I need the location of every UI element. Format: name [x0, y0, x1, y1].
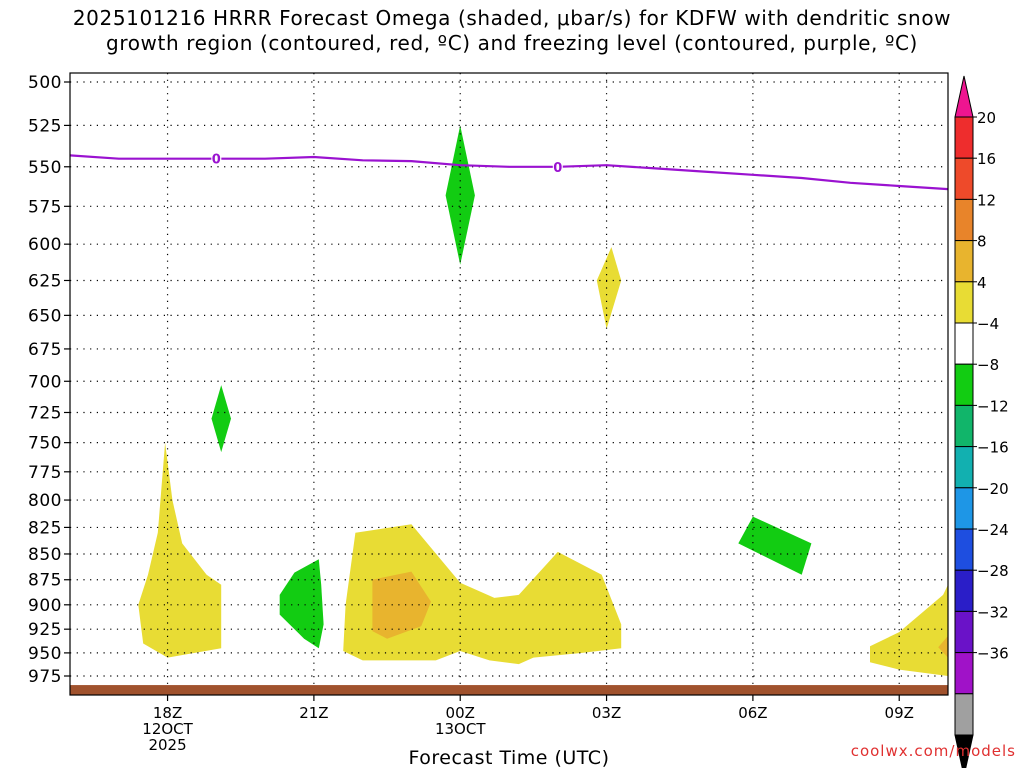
y-tick-label: 800: [28, 491, 62, 511]
omega-region-upward-motion-05z: [738, 516, 812, 575]
colorbar-swatch: [954, 322, 974, 365]
omega-region-upward-motion-19z-midlevel: [211, 385, 231, 453]
y-tick-label: 550: [28, 158, 62, 178]
colorbar-label: −12: [977, 397, 1009, 415]
chart-title-line1: 2025101216 HRRR Forecast Omega (shaded, …: [72, 6, 952, 30]
freezing-level-label: 0: [553, 161, 562, 176]
chart-title-line2: growth region (contoured, red, ºC) and f…: [106, 31, 918, 55]
omega-region-downward-motion-23z-core: [372, 571, 431, 639]
colorbar-swatch: [954, 528, 974, 571]
colorbar-label: −32: [977, 603, 1009, 621]
x-tick-label: 21Z: [299, 704, 328, 722]
x-tick-label: 12OCT: [142, 720, 193, 738]
y-tick-label: 900: [28, 596, 62, 616]
colorbar-swatch: [954, 569, 974, 612]
y-tick-label: 725: [28, 403, 62, 423]
freezing-level-label-bg: [211, 151, 222, 166]
omega-region-downward-motion-10z-core: [938, 635, 948, 658]
x-tick-label: 09Z: [885, 704, 914, 722]
terrain-band: [70, 685, 948, 695]
colorbar-label: 12: [977, 191, 996, 209]
colorbar-label: −20: [977, 480, 1009, 498]
x-tick-label: 2025: [148, 736, 186, 754]
y-tick-label: 850: [28, 545, 62, 565]
y-tick-label: 525: [28, 116, 62, 136]
x-tick-label: 00Z: [446, 704, 475, 722]
freezing-level-layer: 00: [69, 151, 949, 191]
y-tick-label: 975: [28, 667, 62, 687]
site-credit: coolwx.com/models: [850, 742, 1016, 760]
colorbar-label: −4: [977, 315, 999, 333]
colorbar-swatch: [954, 157, 974, 200]
y-tick-label: 875: [28, 571, 62, 591]
colorbar-bottom-arrow: [954, 734, 974, 768]
colorbar-label: 16: [977, 150, 996, 168]
chart-title: 2025101216 HRRR Forecast Omega (shaded, …: [0, 6, 1024, 56]
y-tick-label: 625: [28, 271, 62, 291]
omega-region-downward-motion-18z: [138, 442, 222, 658]
freezing-level-label: 0: [212, 153, 221, 168]
colorbar-label: 4: [977, 274, 987, 292]
colorbar-swatch: [954, 281, 974, 324]
colorbar-label: −28: [977, 562, 1009, 580]
x-tick-label: 03Z: [592, 704, 621, 722]
x-tick-label: 13OCT: [435, 720, 486, 738]
y-tick-label: 950: [28, 644, 62, 664]
colorbar-swatch: [954, 446, 974, 489]
colorbar-label: 20: [977, 109, 996, 127]
x-tick-label: 06Z: [738, 704, 767, 722]
colorbar-swatch: [954, 404, 974, 448]
y-tick-label: 675: [28, 340, 62, 360]
y-tick-label: 500: [28, 73, 62, 93]
colorbar-swatch: [954, 363, 974, 406]
freezing-level-line: [69, 154, 949, 191]
x-axis-title: Forecast Time (UTC): [409, 747, 610, 768]
colorbar-swatch: [954, 487, 974, 530]
y-tick-label: 750: [28, 434, 62, 454]
colorbar-label: −16: [977, 439, 1009, 457]
colorbar: 20 16 12 8 4 −4 −8 −12 −16 −20 −24 −28 −32 −36: [954, 75, 1009, 768]
colorbar-swatch: [954, 610, 974, 654]
y-tick-label: 825: [28, 518, 62, 538]
colorbar-swatch: [954, 652, 974, 695]
y-tick-label: 700: [28, 372, 62, 392]
colorbar-swatch: [954, 198, 974, 242]
colorbar-swatch: [954, 693, 974, 736]
y-tick-label: 575: [28, 197, 62, 217]
y-tick-label: 600: [28, 235, 62, 255]
terrain-layer: [70, 685, 948, 695]
omega-region-downward-motion-03z-midlevel: [596, 247, 622, 329]
omega-region-upward-motion-21z-low: [279, 559, 324, 649]
colorbar-label: −24: [977, 521, 1009, 539]
colorbar-label: −8: [977, 356, 999, 374]
y-tick-label: 925: [28, 620, 62, 640]
colorbar-swatch: [954, 240, 974, 283]
omega-region-downward-motion-09z: [870, 584, 948, 676]
colorbar-label: −36: [977, 645, 1009, 663]
colorbar-swatch: [954, 116, 974, 159]
omega-shading-layer: [138, 125, 948, 676]
omega-region-upward-motion-core-00z: [445, 125, 475, 265]
x-tick-label: 18Z: [153, 704, 182, 722]
plot-frame: [69, 72, 949, 696]
freezing-level-label-bg: [552, 159, 563, 174]
y-tick-label: 775: [28, 463, 62, 483]
y-tick-label: 650: [28, 306, 62, 326]
axes-layer: 500 525 550 575 600 625 650 675 700 725 750 775 800 8…: [28, 72, 949, 768]
colorbar-label: 8: [977, 233, 987, 251]
colorbar-top-arrow: [954, 75, 974, 118]
